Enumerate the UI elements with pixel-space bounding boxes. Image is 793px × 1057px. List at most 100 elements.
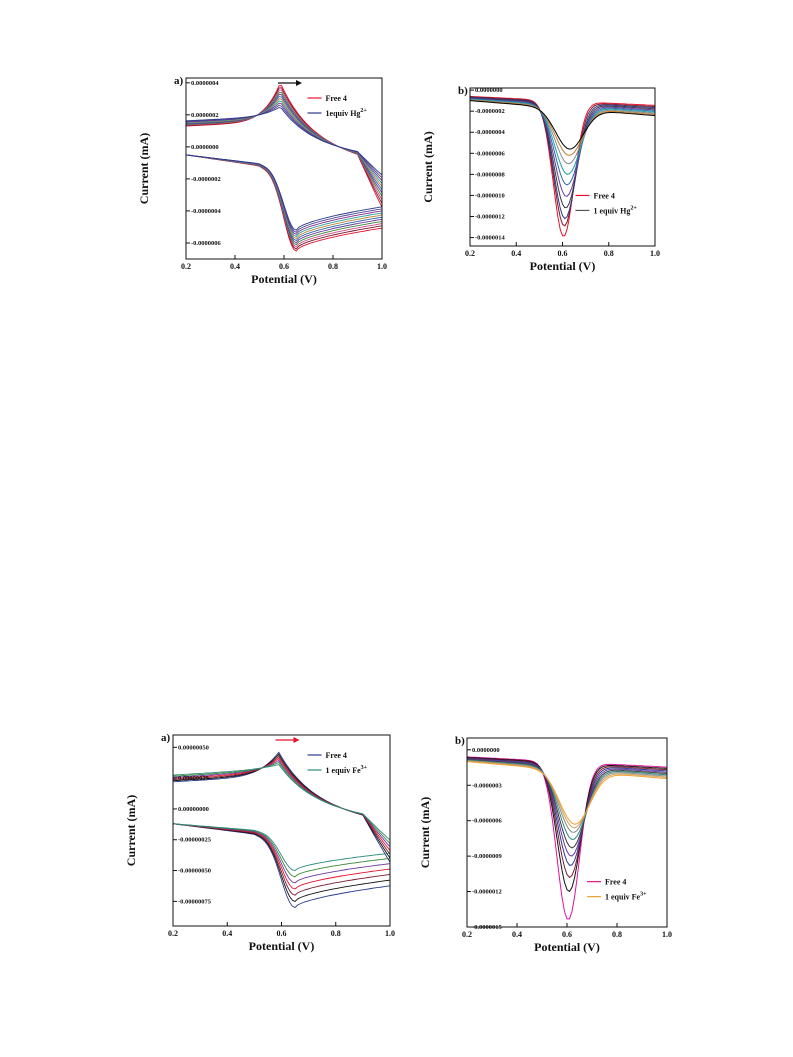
y-tick-label: 0.0000004: [191, 80, 219, 87]
legend-entry-label: Free 4: [605, 878, 626, 887]
x-tick-label: 0.8: [604, 249, 614, 258]
series-line-3: [173, 755, 390, 896]
series-line-8: [470, 99, 655, 165]
series-line-2: [173, 753, 390, 902]
y-tick-label: -0.0000012: [475, 214, 505, 221]
scan-direction-arrow-icon: [275, 737, 300, 743]
y-axis-title: Current (mA): [138, 133, 151, 204]
panel-label: b): [458, 85, 468, 97]
y-tick-label: -0.0000006: [472, 818, 503, 825]
legend-entry-label: 1 equiv Fe3+: [605, 892, 647, 902]
x-tick-label: 0.6: [558, 249, 568, 258]
series-line-4: [470, 97, 655, 209]
cv-chart-hg: 0.2 0.4 0.6 0.8 1.0 0.0000004 0.0000002 0.00000…: [137, 50, 388, 290]
series-line-7: [470, 98, 655, 175]
x-tick-label: 0.6: [279, 262, 289, 271]
y-tick-label: 0.0000000: [191, 144, 219, 151]
series-line-1: [173, 751, 390, 909]
panel-label: a): [174, 75, 184, 87]
legend-entry-label: 1 equiv Hg2+: [593, 205, 637, 215]
series-group: [467, 756, 667, 920]
panel-label: b): [455, 735, 465, 747]
y-tick-label: -0.0000006: [191, 240, 222, 247]
dpv-chart-fe: 0.2 0.4 0.6 0.8 1.0 0.0000000 -0.0000003 -0.000…: [418, 730, 680, 965]
series-line-8: [467, 760, 667, 833]
chart-svg: 0.2 0.4 0.6 0.8 1.0 0.0000000 -0.0000003 -0.000…: [418, 735, 672, 954]
legend-entry-label: Free 4: [593, 191, 614, 200]
y-axis-title: Current (mA): [421, 131, 435, 202]
y-tick-label: -0.0000002: [475, 108, 505, 115]
scan-direction-arrow-icon: [278, 80, 302, 86]
x-tick-label: 0.4: [222, 929, 232, 938]
series-group: [173, 751, 390, 909]
series-line-10: [470, 100, 655, 150]
y-tick-label: 0.00000000: [178, 806, 209, 813]
legend: Free 4 1 equiv Fe3+: [307, 751, 368, 775]
x-tick-label: 1.0: [650, 249, 660, 258]
x-tick-label: 0.4: [512, 930, 522, 939]
series-line-6: [470, 98, 655, 186]
y-tick-label: -0.0000009: [472, 853, 503, 860]
y-tick-label: -0.0000004: [475, 129, 506, 136]
y-tick-label: -0.0000004: [191, 208, 222, 215]
series-line-4: [173, 757, 390, 890]
x-tick-label: 0.4: [230, 262, 240, 271]
y-axis-title: Current (mA): [124, 795, 138, 866]
x-tick-label: 0.8: [331, 929, 341, 938]
x-tick-label: 0.2: [168, 929, 178, 938]
legend: Free 4 1equiv Hg2+: [307, 94, 368, 118]
x-tick-label: 1.0: [377, 262, 387, 271]
x-tick-label: 0.2: [181, 262, 191, 271]
x-tick-label: 1.0: [385, 929, 395, 938]
y-tick-label: 0.0000000: [475, 87, 503, 94]
y-tick-label: -0.0000010: [475, 192, 505, 199]
series-line-10: [467, 761, 667, 825]
plot-frame: [172, 734, 391, 927]
y-tick-label: 0.00000050: [178, 744, 209, 751]
x-tick-label: 0.6: [562, 930, 572, 939]
y-tick-label: 0.0000002: [191, 112, 219, 119]
x-tick-label: 0.2: [465, 249, 475, 258]
series-line-5: [173, 759, 390, 884]
series-line-9: [470, 99, 655, 156]
legend-entry-label: 1equiv Hg2+: [326, 108, 368, 118]
series-line-7: [467, 759, 667, 841]
series-line-7: [173, 764, 390, 871]
x-axis-title: Potential (V): [249, 939, 315, 953]
series-line-1: [467, 756, 667, 920]
series-line-1: [470, 95, 655, 237]
panel-label: a): [161, 732, 171, 744]
y-tick-label: 0.0000000: [472, 747, 500, 754]
chart-svg: 0.2 0.4 0.6 0.8 1.0 0.0000000 -0.0000002 -0.000…: [421, 85, 660, 273]
series-line-5: [467, 758, 667, 857]
y-tick-label: -0.0000008: [475, 171, 506, 178]
series-line-5: [470, 97, 655, 197]
series-line-3: [470, 96, 655, 220]
x-axis-title: Potential (V): [530, 259, 596, 273]
x-tick-label: 0.2: [462, 930, 472, 939]
series-line-3: [467, 757, 667, 879]
series-line-2: [470, 96, 655, 227]
x-tick-label: 0.8: [328, 262, 338, 271]
series-line-4: [467, 758, 667, 866]
x-tick-label: 0.4: [511, 249, 521, 258]
series-line-2: [467, 756, 667, 893]
series-line-9: [467, 760, 667, 829]
chart-svg: 0.2 0.4 0.6 0.8 1.0 0.0000004 0.0000002 0.00000…: [137, 75, 387, 286]
y-tick-label: -0.0000014: [475, 235, 506, 242]
y-tick-label: -0.0000002: [191, 176, 221, 183]
y-tick-label: -0.00000050: [178, 868, 211, 875]
x-axis-title: Potential (V): [251, 272, 317, 286]
y-tick-label: -0.0000003: [472, 782, 503, 789]
y-tick-label: -0.00000075: [178, 898, 212, 905]
y-tick-label: 0.00000025: [178, 775, 210, 782]
x-tick-label: 1.0: [662, 930, 672, 939]
y-axis-title: Current (mA): [420, 797, 432, 868]
legend: Free 4 1 equiv Fe3+: [587, 878, 647, 902]
y-tick-label: -0.0000012: [472, 889, 502, 896]
cv-chart-fe: 0.2 0.4 0.6 0.8 1.0 0.00000050 0.00000025 0.000…: [115, 725, 415, 965]
legend: Free 4 1 equiv Hg2+: [575, 191, 637, 215]
y-tick-label: -0.0000015: [472, 924, 503, 931]
chart-svg: 0.2 0.4 0.6 0.8 1.0 0.00000050 0.00000025 0.000…: [124, 732, 395, 953]
series-line-11: [186, 107, 382, 231]
